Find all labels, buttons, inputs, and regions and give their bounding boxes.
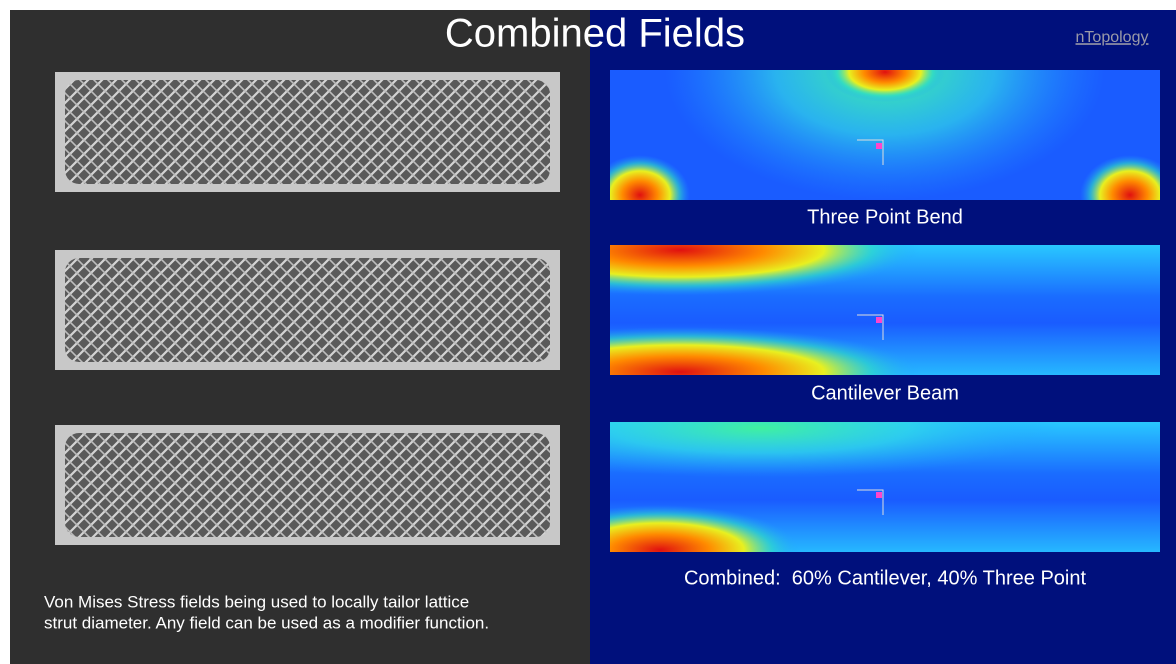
caption: Cantilever Beam [811,382,959,404]
lattice-panels [55,72,560,545]
description: strut diameter. Any field can be used as… [44,613,489,632]
caption: Three Point Bend [807,206,963,228]
title: Combined Fields [445,12,745,56]
logo: nTopology [1076,29,1149,46]
slide: Combined Fields nTopology Three Point Be… [0,0,1176,664]
caption: Combined: 60% Cantilever, 40% Three Poin… [684,567,1087,589]
description: Von Mises Stress fields being used to lo… [44,592,469,611]
